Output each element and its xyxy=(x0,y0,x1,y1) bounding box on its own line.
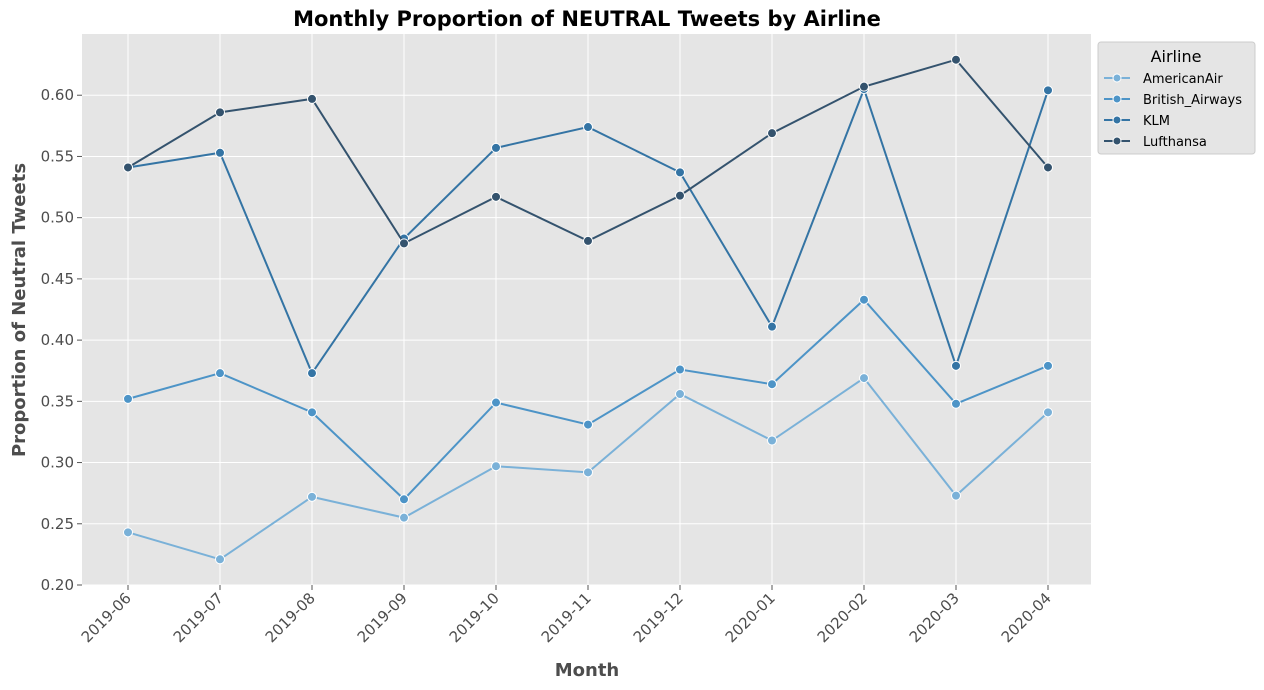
data-point xyxy=(307,491,317,502)
y-tick-label: 0.45 xyxy=(41,270,74,288)
data-point xyxy=(491,142,501,153)
x-tick-label: 2019-10 xyxy=(446,589,503,646)
data-point xyxy=(583,419,593,430)
series-AmericanAir xyxy=(123,373,1053,565)
data-point xyxy=(951,54,961,65)
data-point xyxy=(123,162,133,173)
y-tick-label: 0.25 xyxy=(41,515,74,533)
legend-item: British_Airways xyxy=(1104,93,1242,108)
series-British_Airways xyxy=(123,294,1053,505)
legend-marker xyxy=(1112,115,1122,125)
data-point xyxy=(675,364,685,375)
data-point xyxy=(215,147,225,158)
series-layer xyxy=(123,54,1053,565)
data-point xyxy=(307,93,317,104)
x-tick-label: 2019-09 xyxy=(354,589,411,646)
data-point xyxy=(583,235,593,246)
x-tick-label: 2019-06 xyxy=(78,589,135,646)
legend-item: KLM xyxy=(1104,114,1170,129)
data-point xyxy=(491,397,501,408)
y-tick-label: 0.35 xyxy=(41,392,74,410)
data-point xyxy=(215,107,225,118)
data-point xyxy=(307,407,317,418)
x-tick-label: 2019-11 xyxy=(538,589,595,646)
data-point xyxy=(675,388,685,399)
gridlines xyxy=(82,34,1091,586)
legend: Airline AmericanAir British_Airways KLM Luf… xyxy=(1097,41,1256,155)
data-point xyxy=(583,122,593,133)
series-Lufthansa xyxy=(123,54,1053,249)
data-point xyxy=(767,379,777,390)
legend-marker xyxy=(1112,94,1122,104)
data-point xyxy=(491,461,501,472)
legend-box xyxy=(1097,41,1256,155)
y-tick-label: 0.40 xyxy=(41,331,74,349)
x-tick-label: 2020-02 xyxy=(814,589,871,646)
x-tick-label: 2019-08 xyxy=(262,589,319,646)
data-point xyxy=(1043,162,1053,173)
data-point xyxy=(1043,360,1053,371)
data-point xyxy=(491,191,501,202)
data-point xyxy=(767,435,777,446)
data-point xyxy=(859,294,869,305)
x-axis-label: Month xyxy=(555,660,620,681)
data-point xyxy=(859,81,869,92)
y-tick-label: 0.60 xyxy=(41,86,74,104)
data-point xyxy=(767,321,777,332)
y-axis-label: Proportion of Neutral Tweets xyxy=(9,163,30,457)
data-point xyxy=(1043,407,1053,418)
data-point xyxy=(123,527,133,538)
data-point xyxy=(859,373,869,384)
data-point xyxy=(675,167,685,178)
data-point xyxy=(399,512,409,523)
y-tick-label: 0.50 xyxy=(41,209,74,227)
data-point xyxy=(675,190,685,201)
legend-marker xyxy=(1112,73,1122,83)
data-point xyxy=(123,393,133,404)
y-tick-label: 0.55 xyxy=(41,147,74,165)
data-point xyxy=(951,360,961,371)
data-point xyxy=(215,368,225,379)
data-point xyxy=(399,238,409,249)
legend-label: British_Airways xyxy=(1143,93,1242,108)
data-point xyxy=(951,490,961,501)
x-tick-label: 2019-12 xyxy=(630,589,687,646)
data-point xyxy=(215,554,225,565)
legend-marker xyxy=(1112,136,1122,146)
x-tick-label: 2020-04 xyxy=(998,589,1055,646)
x-tick-label: 2019-07 xyxy=(170,589,227,646)
legend-label: Lufthansa xyxy=(1143,135,1207,150)
data-point xyxy=(399,494,409,505)
chart-title: Monthly Proportion of NEUTRAL Tweets by … xyxy=(293,7,881,31)
legend-title: Airline xyxy=(1151,47,1202,66)
legend-label: KLM xyxy=(1143,114,1170,129)
data-point xyxy=(307,368,317,379)
x-tick-label: 2020-03 xyxy=(906,589,963,646)
y-tick-label: 0.20 xyxy=(41,576,74,594)
data-point xyxy=(951,398,961,409)
series-KLM xyxy=(123,84,1053,379)
data-point xyxy=(767,128,777,139)
data-point xyxy=(583,467,593,478)
plot-area xyxy=(82,34,1091,585)
legend-item: Lufthansa xyxy=(1104,135,1207,150)
x-tick-label: 2020-01 xyxy=(722,589,779,646)
legend-item: AmericanAir xyxy=(1104,72,1223,87)
y-tick-label: 0.30 xyxy=(41,454,74,472)
legend-label: AmericanAir xyxy=(1143,72,1223,87)
data-point xyxy=(1043,85,1053,96)
